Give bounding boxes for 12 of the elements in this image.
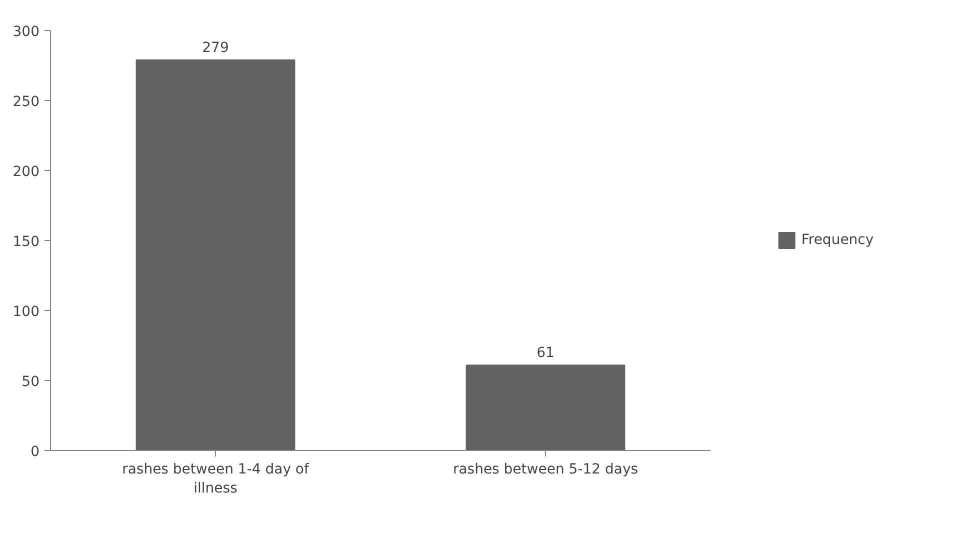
data-label: 61: [536, 345, 554, 362]
y-tick-label: 0: [30, 444, 40, 460]
y-tick-label: 50: [22, 374, 40, 390]
data-label: 279: [202, 40, 229, 56]
y-tick-label: 150: [12, 234, 40, 250]
y-tick-label: 250: [12, 94, 40, 110]
y-tick-label: 200: [12, 164, 40, 180]
x-tick-label: rashes between 5-12 days: [452, 462, 638, 478]
y-tick-label: 300: [12, 24, 40, 40]
y-tick-label: 100: [12, 304, 40, 320]
legend-label: Frequency: [801, 232, 874, 248]
x-tick-label: rashes between 1-4 day of illness: [122, 462, 310, 497]
